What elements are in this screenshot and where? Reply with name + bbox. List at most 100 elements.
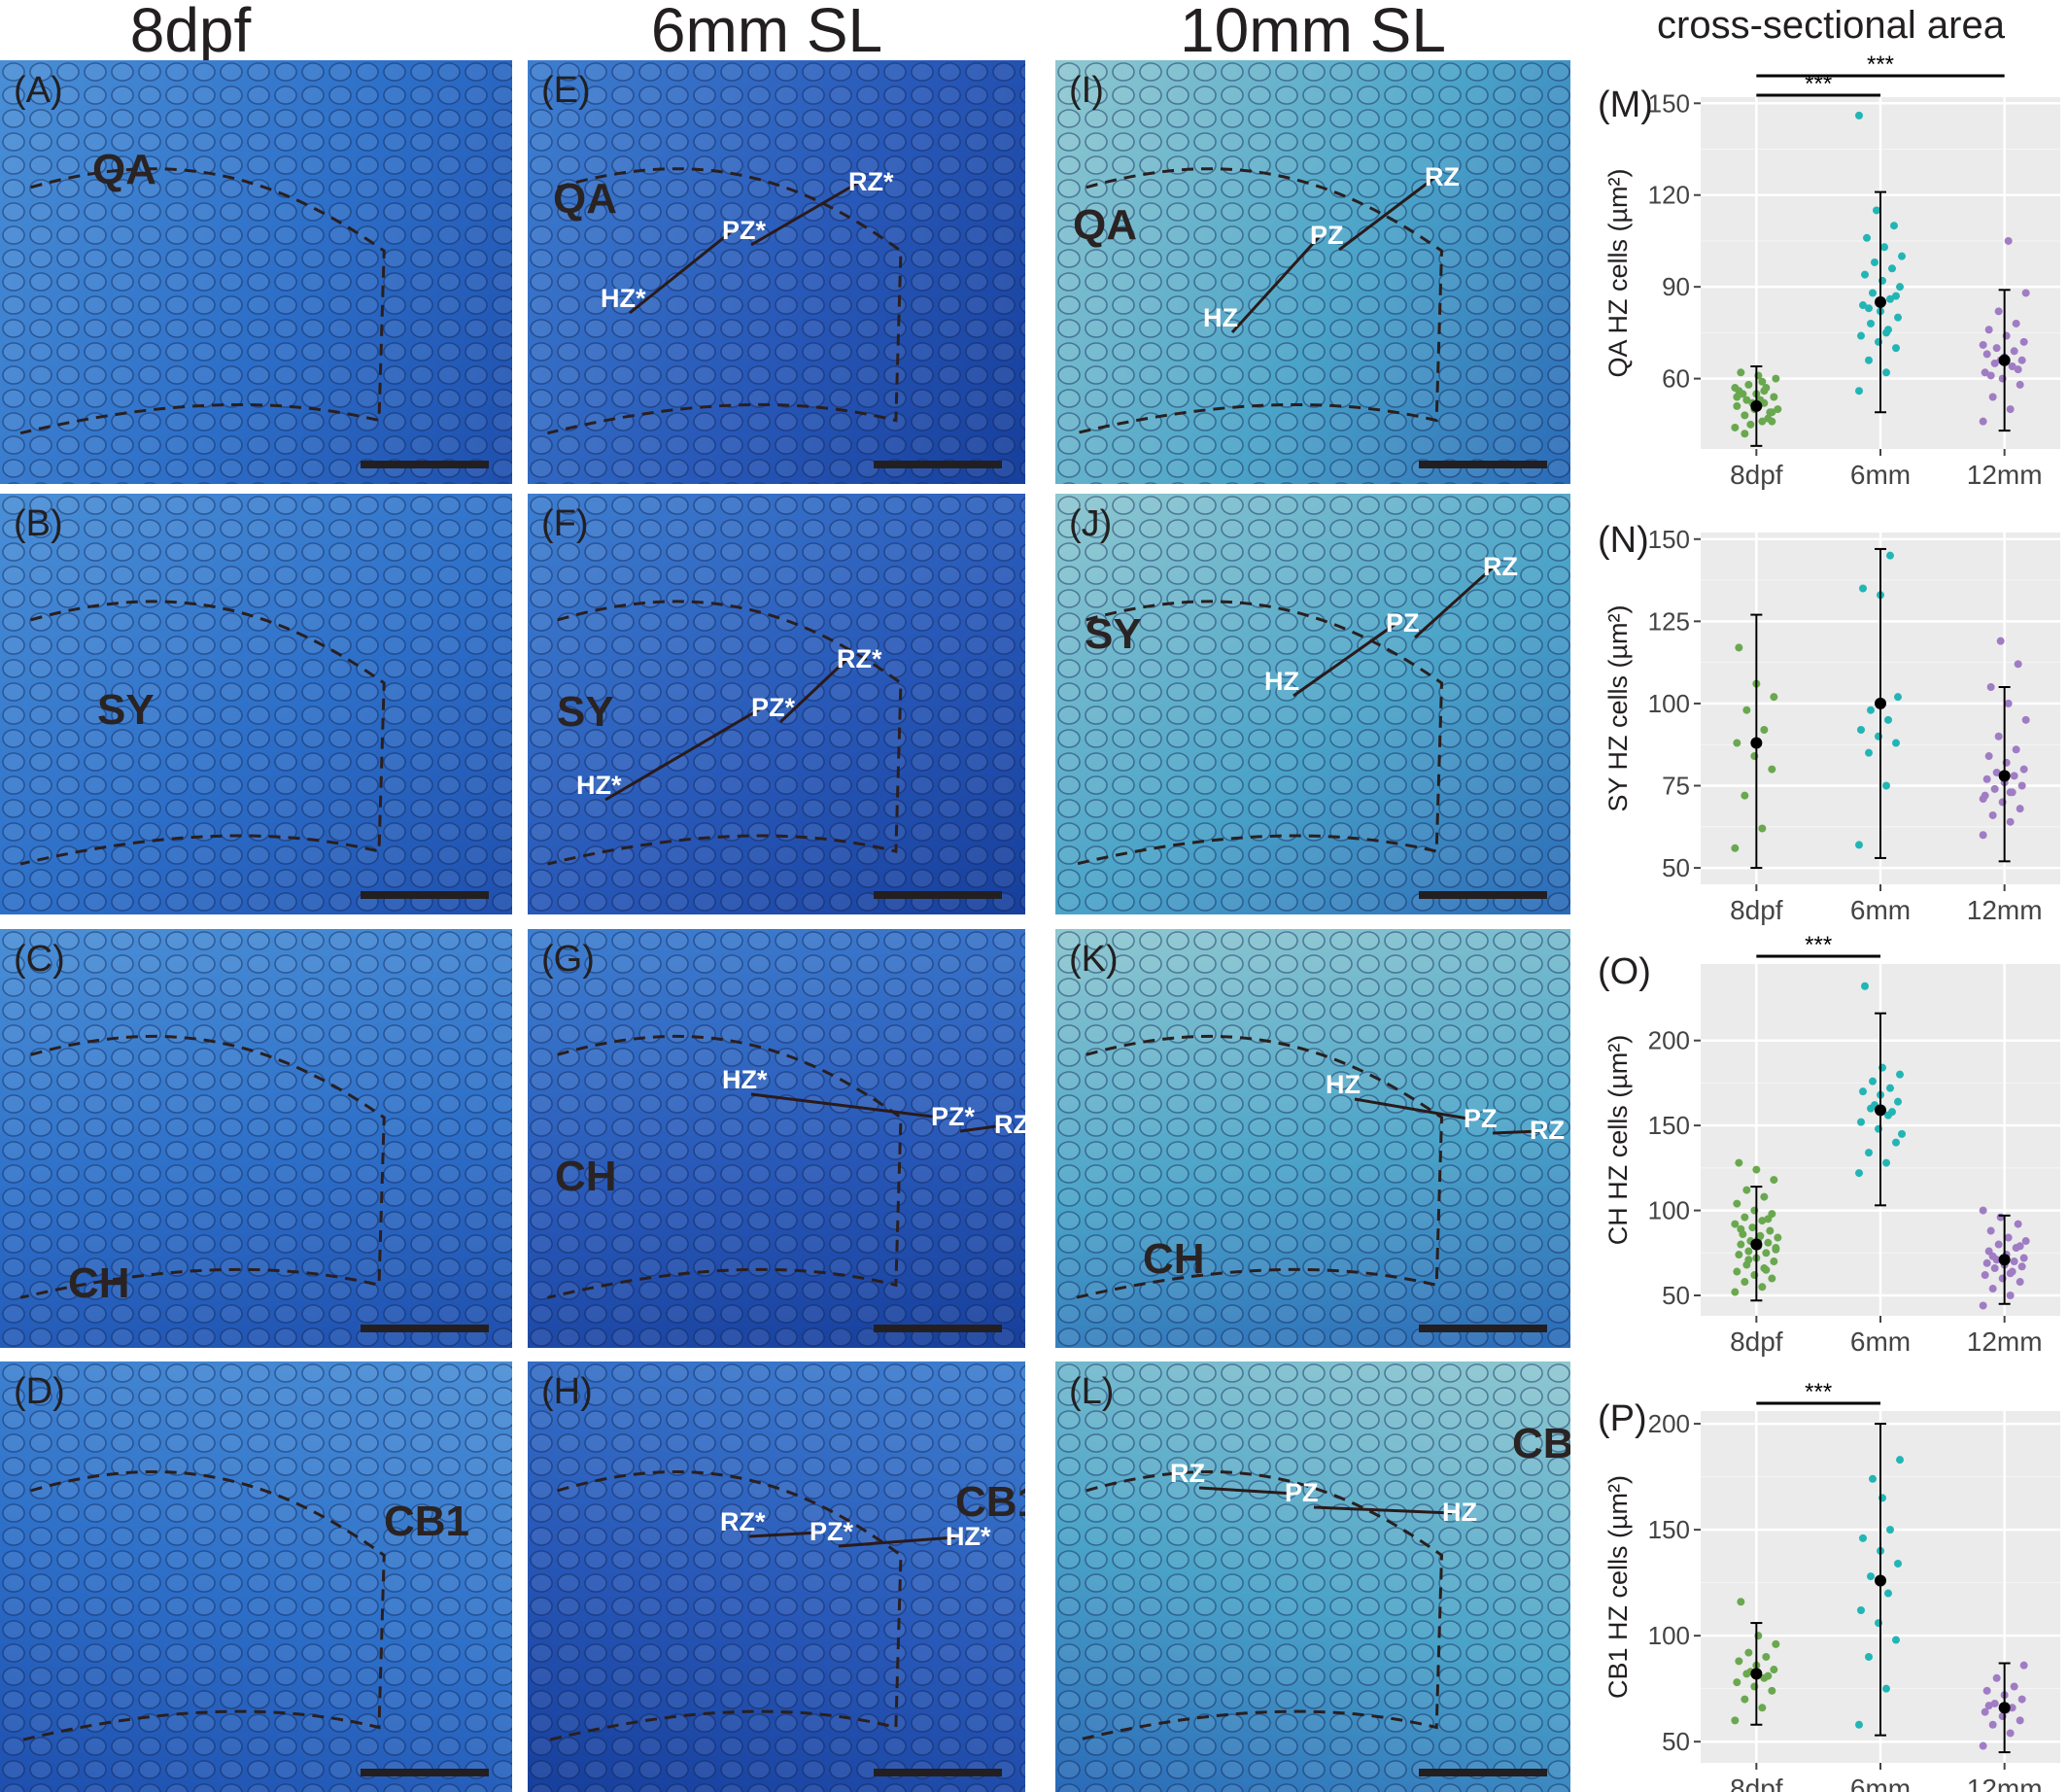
zone-arrow — [1292, 622, 1396, 698]
zone-label: PZ — [1310, 221, 1344, 250]
data-point — [1770, 393, 1778, 401]
x-tick-label: 6mm — [1850, 895, 1911, 925]
data-point — [1982, 1258, 1991, 1267]
structure-label: CH — [555, 1153, 617, 1200]
data-point — [1758, 1283, 1767, 1292]
zone-label: PZ* — [722, 216, 767, 245]
data-point — [1979, 1206, 1987, 1215]
data-point — [2006, 817, 2015, 826]
data-point — [2012, 745, 2020, 754]
cartilage-outline — [19, 600, 386, 866]
zone-label: RZ* — [848, 167, 894, 196]
data-point — [2019, 1661, 2028, 1670]
x-tick-label: 6mm — [1850, 1327, 1911, 1357]
scale-bar — [1419, 1769, 1547, 1776]
data-point — [1758, 1217, 1767, 1225]
data-point — [1882, 328, 1890, 337]
zone-label: HZ — [1442, 1498, 1477, 1527]
y-tick-label: 60 — [1662, 364, 1690, 394]
mean-point — [1875, 1574, 1886, 1587]
data-point — [1892, 292, 1900, 300]
zone-label: PZ* — [751, 693, 796, 722]
data-point — [1855, 111, 1863, 120]
data-point — [1746, 420, 1755, 429]
plot-panel-letter: (M) — [1598, 85, 1653, 125]
data-point — [1994, 307, 2003, 316]
zone-arrow — [750, 181, 859, 247]
micrograph-panel: (G) CH HZ* PZ* RZ* — [528, 929, 1025, 1348]
data-point — [2008, 362, 2016, 371]
zone-arrow — [1230, 234, 1322, 334]
plot-panel-letter: (P) — [1598, 1398, 1647, 1439]
data-point — [1741, 1695, 1749, 1704]
micrograph-panel: (D) CB1 — [0, 1361, 512, 1792]
zone-label: RZ — [1530, 1116, 1565, 1145]
data-point — [1735, 643, 1743, 652]
data-point — [2004, 699, 2013, 707]
scale-bar — [1419, 891, 1547, 899]
cartilage-outline — [1075, 167, 1444, 435]
data-point — [2017, 356, 2026, 364]
data-point — [1894, 693, 1902, 702]
data-point — [1737, 1240, 1745, 1249]
micrograph-panel: (H) CB1 RZ* PZ* HZ* — [528, 1361, 1025, 1792]
data-point — [2017, 1695, 2026, 1704]
y-tick-label: 150 — [1648, 525, 1690, 554]
data-point — [1979, 795, 1987, 804]
data-point — [1992, 768, 2001, 776]
zone-arrow — [959, 1123, 1005, 1133]
micrograph-panel: (A) QA — [0, 60, 512, 484]
mean-point — [1750, 737, 1763, 749]
cell-texture — [0, 1361, 512, 1792]
data-point — [1758, 377, 1767, 386]
data-point — [1744, 380, 1753, 389]
data-point — [1984, 326, 1993, 334]
zone-arrow — [629, 229, 733, 315]
y-tick-label: 100 — [1648, 689, 1690, 718]
data-point — [1741, 411, 1749, 420]
data-point — [1737, 1224, 1745, 1233]
micrograph-panel: (I) QA HZ PZ RZ — [1055, 60, 1570, 484]
data-point — [1890, 222, 1898, 230]
x-tick-label: 6mm — [1850, 460, 1911, 490]
data-point — [2016, 1278, 2024, 1287]
data-point — [1884, 715, 1892, 724]
data-point — [1979, 1741, 1987, 1750]
data-point — [2006, 405, 2015, 414]
panel-letter: (G) — [541, 939, 595, 980]
significance-label: *** — [1867, 52, 1894, 78]
y-axis-label: CH HZ cells (µm²) — [1603, 1035, 1633, 1246]
zone-label: HZ* — [946, 1522, 991, 1551]
data-point — [1766, 408, 1775, 417]
data-point — [2016, 805, 2024, 813]
data-point — [1766, 1226, 1775, 1235]
zone-label: RZ* — [720, 1507, 766, 1536]
data-point — [2016, 1242, 2024, 1251]
data-point — [1979, 1301, 1987, 1310]
cartilage-outline — [1075, 1470, 1444, 1742]
data-point — [1988, 393, 1997, 401]
scale-bar — [874, 1769, 1002, 1776]
column-title-10mm: 10mm SL — [1180, 0, 1446, 65]
data-point — [2010, 1258, 2018, 1266]
data-point — [1859, 584, 1867, 593]
data-point — [2006, 788, 2015, 797]
data-point — [1744, 1256, 1753, 1264]
data-point — [1737, 368, 1745, 377]
structure-label: CB1 — [1512, 1420, 1570, 1467]
data-point — [1892, 1138, 1900, 1147]
data-point — [2019, 1254, 2028, 1262]
data-point — [1886, 551, 1894, 560]
data-point — [1986, 371, 1995, 380]
data-point — [1764, 1238, 1773, 1247]
column-title-6mm: 6mm SL — [650, 0, 883, 65]
data-point — [1735, 1251, 1743, 1259]
mean-point — [1875, 697, 1886, 709]
data-point — [1865, 304, 1873, 313]
data-point — [1770, 1258, 1778, 1266]
data-point — [1894, 313, 1902, 322]
data-point — [1869, 1474, 1877, 1483]
data-point — [1859, 1534, 1867, 1542]
mean-point — [1875, 295, 1886, 308]
data-point — [2012, 319, 2020, 327]
